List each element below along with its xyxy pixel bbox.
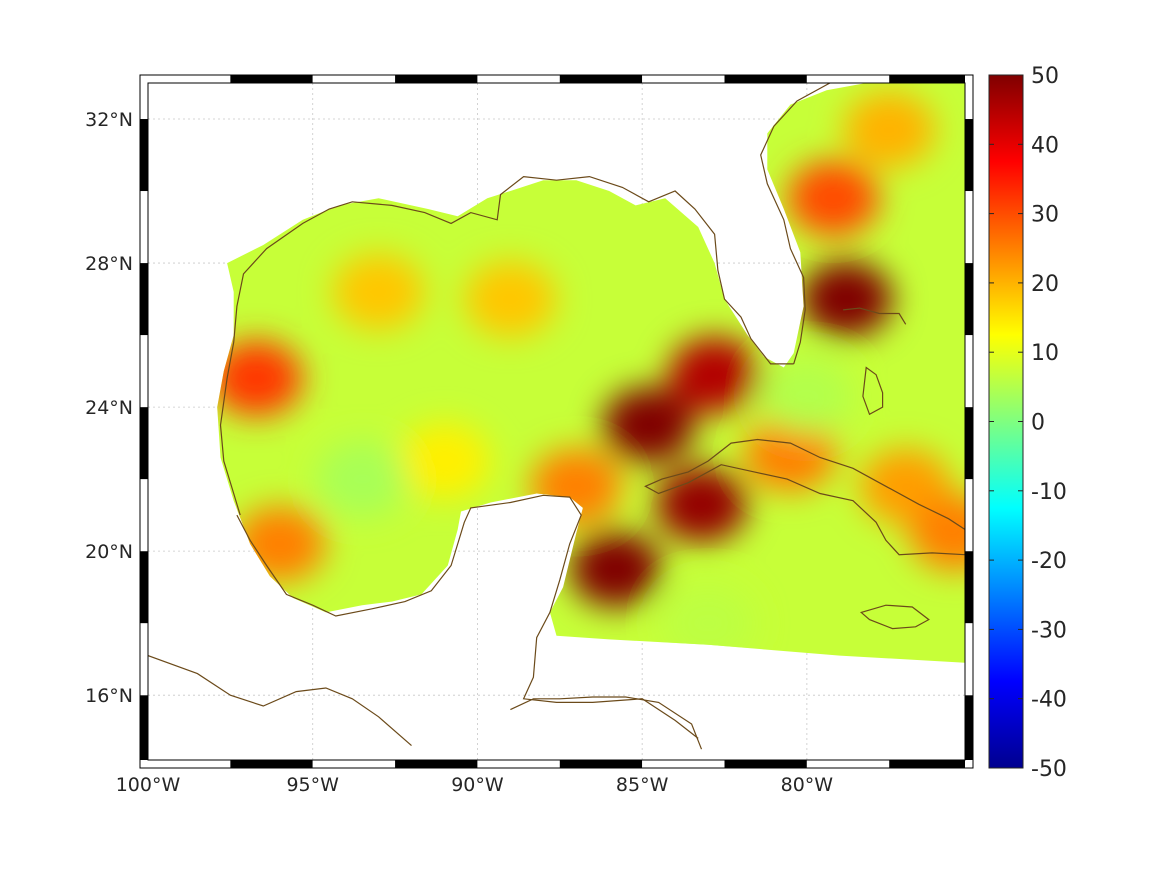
colorbar-tick-label: -50 [1031,757,1067,782]
frame-segment [889,760,965,768]
field-anomaly [464,261,557,338]
map-frame [139,74,974,769]
frame-segment [724,760,807,768]
frame-segment [395,760,478,768]
longitude-tick-label: 85°W [616,774,669,796]
field-anomaly [569,531,662,608]
field-anomaly [744,415,837,492]
field-anomaly [909,495,965,572]
andros-coastline [862,366,884,416]
frame-segment [724,75,807,83]
frame-segment [148,75,231,83]
frame-segment [312,760,396,768]
frame-segment [477,75,560,83]
gulf-coastline [219,175,794,516]
frame-segment [965,263,973,336]
frame-segment [965,119,973,192]
frame-segment [140,119,148,192]
field-anomaly [602,387,695,464]
frame-segment [559,760,643,768]
field-anomaly [217,340,303,417]
frame-segment [965,551,973,624]
frame-segment [559,75,643,83]
field-anomaly [800,261,893,338]
colorbar-tick-label: 30 [1031,203,1059,228]
frame-segment [140,551,148,624]
frame-segment [140,695,148,760]
frame-segment [140,83,148,120]
frame-segment [965,695,973,760]
coastlines [148,83,965,750]
colorbar-tick-label: -20 [1031,549,1067,574]
frame-segment [230,760,313,768]
longitude-tick-label: 100°W [116,774,181,796]
colorbar-tick-label: 20 [1031,272,1059,297]
frame-segment [140,479,148,552]
frame-segment [965,479,973,552]
frame-segment [140,623,148,696]
longitude-tick-labels: 100°W 95°W 90°W 85°W 80°W [116,774,834,796]
jamaica-coastline [859,604,930,630]
colorbar-tick-label: 50 [1031,64,1059,89]
pacific-coastline [148,655,412,747]
frame-segment [806,760,890,768]
frame-segment [965,623,973,696]
field-anomaly [787,160,880,237]
longitude-tick-label: 90°W [451,774,504,796]
frame-segment [140,335,148,408]
latitude-tick-label: 24°N [85,397,133,419]
colorbar-ticks: 50 40 30 20 10 0 -10 -20 -30 -40 -50 [989,64,1067,782]
field-anomaly [843,91,936,168]
frame-segment [140,263,148,336]
field-anomaly [662,585,755,662]
frame-segment [230,75,313,83]
frame-segment [806,75,890,83]
frame-segment [642,760,725,768]
field-anomaly [398,423,491,500]
frame-segment [477,760,560,768]
field-anomaly [760,358,853,435]
latitude-tick-label: 32°N [85,109,133,131]
yucatan-coastline [236,494,699,739]
frame-segment [965,191,973,264]
frame-segment [965,335,973,408]
frame-segment [965,83,973,120]
honduras-coastline [510,696,703,750]
field-anomaly [668,336,761,413]
frame-segment [395,75,478,83]
frame-segment [965,407,973,480]
colorbar-tick-label: -10 [1031,480,1067,505]
bahamas-coastline [843,307,907,325]
field-anomaly [316,441,409,518]
colorbar-tick-label: -40 [1031,688,1067,713]
colorbar-gradient [989,75,1023,768]
colorbar-tick-label: 0 [1031,411,1045,436]
field-anomaly [332,253,425,330]
frame-segment [889,75,965,83]
field-anomaly [655,466,748,543]
colorbar-tick-label: 40 [1031,133,1059,158]
latitude-tick-label: 16°N [85,685,133,707]
colorbar-tick-label: -30 [1031,618,1067,643]
cuba-coastline [644,438,965,556]
colorbar-tick-label: 10 [1031,341,1059,366]
latitude-tick-labels: 16°N 20°N 24°N 28°N 32°N [85,109,133,707]
frame-segment [148,760,231,768]
frame-segment [642,75,725,83]
frame-segment [140,191,148,264]
longitude-tick-label: 80°W [781,774,834,796]
florida-atlantic-coastline [760,83,831,365]
longitude-tick-label: 95°W [286,774,339,796]
frame-segment [312,75,396,83]
frame-segment [140,407,148,480]
latitude-tick-label: 20°N [85,541,133,563]
latitude-tick-label: 28°N [85,253,133,275]
field-anomalies [217,91,965,662]
colorbar: 50 40 30 20 10 0 -10 -20 -30 -40 -50 [988,64,1067,782]
